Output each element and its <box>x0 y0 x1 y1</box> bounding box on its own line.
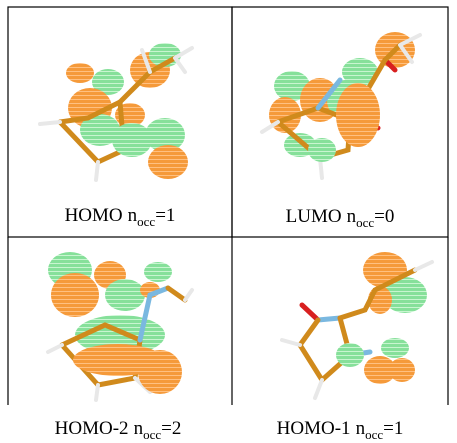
occupancy: =0 <box>374 206 394 227</box>
symbol: n <box>128 205 138 226</box>
symbol: n <box>356 418 366 439</box>
subscript: occ <box>137 214 155 229</box>
orbital-label: HOMO-1 <box>277 418 351 439</box>
figure: HOMOnocc=1 LUMOnocc=0 HOMO-2nocc=2 <box>0 0 457 443</box>
symbol: n <box>347 206 357 227</box>
molecule-image <box>262 32 420 178</box>
orbital-label: LUMO <box>286 206 342 227</box>
subscript: occ <box>143 427 161 442</box>
occupancy: =1 <box>383 418 403 439</box>
molecule-image <box>48 252 192 400</box>
symbol: n <box>134 418 144 439</box>
molecule-image <box>282 252 432 398</box>
occupancy: =1 <box>155 205 175 226</box>
subscript: occ <box>356 215 374 230</box>
orbital-label: HOMO <box>65 205 123 226</box>
orbital-label: HOMO-2 <box>55 418 129 439</box>
molecule-image <box>40 43 192 180</box>
occupancy: =2 <box>161 418 181 439</box>
subscript: occ <box>365 427 383 442</box>
